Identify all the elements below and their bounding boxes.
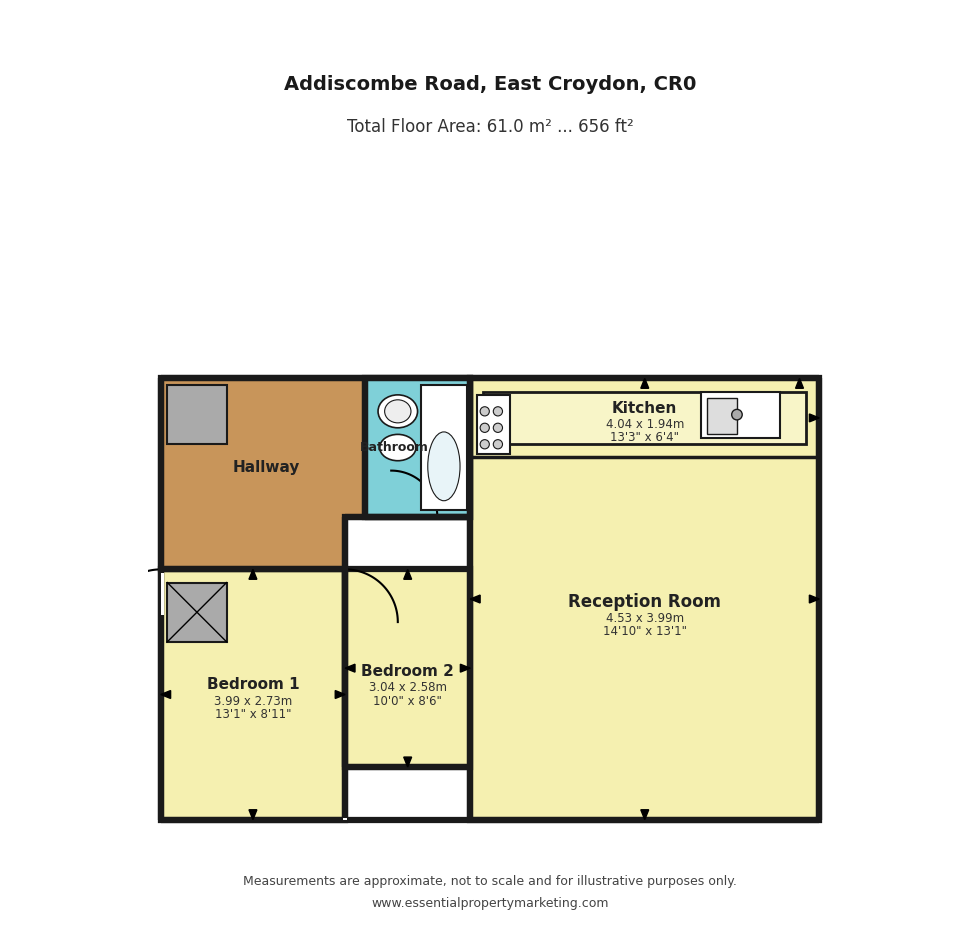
Bar (168, 583, 226, 642)
Text: Kitchen: Kitchen (612, 401, 677, 416)
Text: Total Floor Area: 61.0 m² ... 656 ft²: Total Floor Area: 61.0 m² ... 656 ft² (347, 118, 633, 137)
Ellipse shape (384, 400, 411, 422)
Polygon shape (345, 664, 355, 672)
Circle shape (480, 423, 489, 433)
Polygon shape (641, 378, 649, 389)
Bar (708, 398, 737, 435)
Text: 3.99 x 2.73m: 3.99 x 2.73m (214, 695, 292, 707)
Polygon shape (641, 810, 649, 819)
Text: Bedroom 2: Bedroom 2 (362, 664, 454, 679)
Polygon shape (404, 757, 412, 767)
Text: 4.04 x 1.94m: 4.04 x 1.94m (606, 418, 684, 431)
Polygon shape (809, 595, 819, 603)
Circle shape (480, 439, 489, 449)
Circle shape (480, 406, 489, 416)
Text: Reception Room: Reception Room (568, 593, 721, 611)
Ellipse shape (427, 432, 460, 501)
Bar (168, 385, 226, 444)
Text: 4.53 x 3.99m: 4.53 x 3.99m (606, 612, 684, 625)
Bar (420, 385, 466, 510)
Bar (343, 818, 347, 819)
Text: Bedroom 1: Bedroom 1 (207, 677, 299, 692)
Text: Measurements are approximate, not to scale and for illustrative purposes only.: Measurements are approximate, not to sca… (243, 875, 737, 888)
Polygon shape (249, 810, 257, 819)
Text: 13'1" x 8'11": 13'1" x 8'11" (215, 708, 291, 720)
Polygon shape (161, 378, 470, 570)
Ellipse shape (378, 395, 417, 428)
Bar (161, 570, 345, 819)
Text: 14'10" x 13'1": 14'10" x 13'1" (603, 625, 687, 638)
Polygon shape (461, 664, 470, 672)
Ellipse shape (379, 435, 416, 461)
Bar (345, 570, 470, 767)
Text: 3.04 x 2.58m: 3.04 x 2.58m (368, 682, 447, 694)
Polygon shape (809, 414, 819, 422)
Polygon shape (335, 690, 345, 699)
Bar (161, 572, 164, 616)
Polygon shape (161, 690, 171, 699)
Bar (701, 391, 780, 438)
Text: Bathroom: Bathroom (360, 441, 429, 455)
Circle shape (493, 439, 503, 449)
Circle shape (732, 409, 742, 420)
Polygon shape (404, 570, 412, 579)
Text: 10'0" x 8'6": 10'0" x 8'6" (373, 695, 442, 707)
Text: 13'3" x 6'4": 13'3" x 6'4" (611, 431, 679, 444)
Polygon shape (249, 570, 257, 579)
Bar (470, 378, 819, 819)
Bar (365, 378, 470, 517)
Circle shape (493, 423, 503, 433)
Text: www.essentialpropertymarketing.com: www.essentialpropertymarketing.com (371, 897, 609, 910)
Text: Addiscombe Road, East Croydon, CR0: Addiscombe Road, East Croydon, CR0 (284, 75, 696, 94)
Bar (477, 395, 510, 455)
Text: Hallway: Hallway (232, 460, 300, 475)
Polygon shape (796, 378, 804, 389)
Circle shape (493, 406, 503, 416)
Bar (483, 391, 807, 444)
Polygon shape (470, 595, 480, 603)
